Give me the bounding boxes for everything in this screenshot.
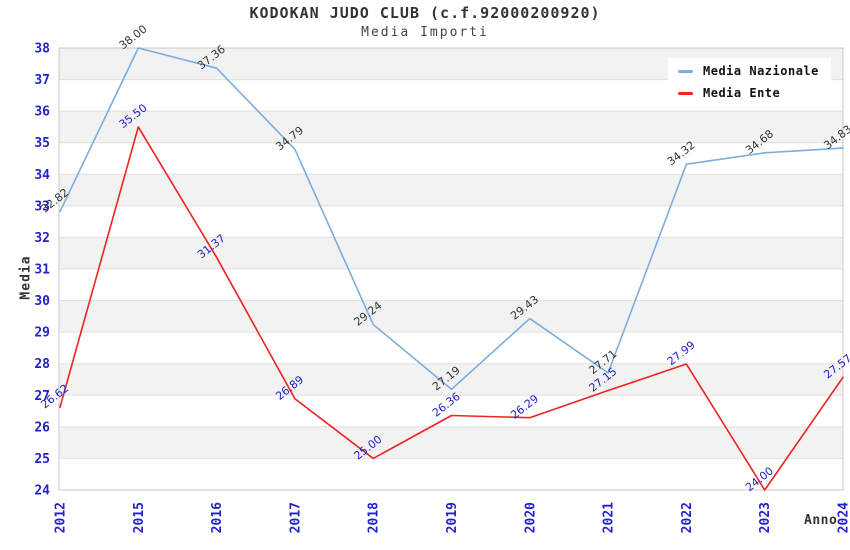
y-tick-label: 29	[34, 326, 50, 341]
x-tick-label: 2018	[367, 502, 382, 533]
plot-border	[58, 47, 844, 491]
plot-band	[59, 363, 843, 396]
y-tick-label: 34	[34, 168, 50, 183]
plot-band	[59, 174, 843, 206]
y-tick-label: 24	[34, 484, 50, 499]
legend-item-media-ente: Media Ente	[678, 86, 819, 100]
legend-label-nazionale: Media Nazionale	[703, 64, 819, 78]
line-swatch-ente-icon	[678, 91, 693, 95]
y-tick-label: 28	[34, 357, 50, 372]
y-tick-label: 36	[34, 105, 50, 120]
y-tick-label: 25	[34, 452, 50, 467]
plot-band	[59, 111, 843, 143]
legend-item-media-nazionale: Media Nazionale	[678, 64, 819, 78]
y-tick-label: 31	[34, 263, 50, 278]
y-tick-label: 32	[34, 231, 50, 246]
chart-subtitle: Media Importi	[361, 25, 489, 40]
x-tick-label: 2023	[758, 502, 773, 533]
x-tick-label: 2024	[837, 502, 850, 533]
x-tick-label: 2021	[602, 502, 617, 533]
y-tick-label: 38	[34, 42, 50, 57]
line-swatch-nazionale-icon	[678, 69, 693, 73]
legend: Media Nazionale Media Ente	[668, 58, 831, 108]
series-line-media-nazionale	[59, 47, 844, 391]
plot-band	[59, 426, 843, 459]
x-tick-label: 2019	[445, 502, 460, 533]
y-tick-label: 35	[34, 136, 50, 151]
y-axis-title: Media	[18, 255, 34, 300]
x-tick-label: 2020	[523, 502, 538, 533]
y-tick-label: 37	[34, 73, 50, 88]
chart-title: KODOKAN JUDO CLUB (c.f.92000200920)	[249, 4, 601, 22]
x-tick-label: 2022	[680, 502, 695, 533]
series-line-media-ente	[59, 126, 844, 491]
legend-label-ente: Media Ente	[703, 86, 781, 100]
y-tick-label: 30	[34, 294, 50, 309]
x-tick-label: 2017	[288, 502, 303, 533]
y-tick-label: 26	[34, 420, 50, 435]
x-tick-label: 2016	[210, 502, 225, 533]
x-tick-label: 2015	[132, 502, 147, 533]
y-tick-label: 27	[34, 389, 50, 404]
plot-band	[59, 237, 843, 269]
x-tick-label: 2012	[54, 502, 69, 533]
x-axis-title: Anno	[804, 513, 838, 528]
data-label: 26.62	[38, 382, 71, 412]
y-tick-label: 33	[34, 199, 50, 214]
plot-band	[59, 300, 843, 333]
